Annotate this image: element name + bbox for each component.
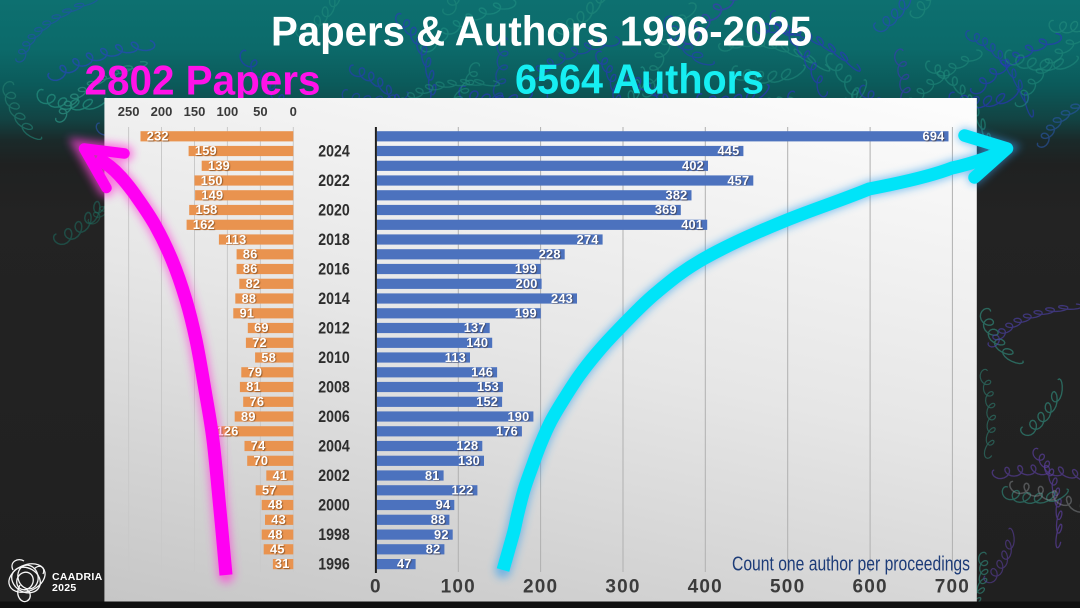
- svg-text:274: 274: [577, 232, 600, 247]
- svg-text:48: 48: [268, 527, 283, 542]
- svg-text:369: 369: [655, 202, 677, 217]
- svg-text:140: 140: [466, 335, 488, 350]
- svg-text:199: 199: [515, 306, 537, 321]
- svg-text:76: 76: [250, 394, 265, 409]
- svg-text:2006: 2006: [318, 408, 350, 426]
- svg-text:58: 58: [261, 350, 276, 365]
- svg-text:158: 158: [196, 202, 218, 217]
- svg-text:100: 100: [217, 104, 239, 119]
- svg-text:122: 122: [451, 483, 473, 498]
- svg-text:402: 402: [682, 158, 704, 173]
- svg-text:2012: 2012: [318, 320, 350, 338]
- svg-text:2022: 2022: [318, 172, 350, 190]
- svg-text:41: 41: [273, 468, 288, 483]
- svg-text:128: 128: [456, 438, 478, 453]
- svg-text:92: 92: [434, 527, 449, 542]
- svg-text:1998: 1998: [318, 526, 350, 544]
- svg-text:2014: 2014: [318, 290, 350, 308]
- svg-text:150: 150: [184, 104, 206, 119]
- svg-text:100: 100: [441, 577, 476, 598]
- svg-text:86: 86: [243, 247, 258, 262]
- svg-text:2016: 2016: [318, 261, 350, 279]
- svg-text:190: 190: [507, 409, 529, 424]
- svg-text:Papers & Authors 1996-2025: Papers & Authors 1996-2025: [271, 8, 812, 55]
- svg-text:94: 94: [436, 497, 451, 512]
- svg-text:79: 79: [248, 365, 263, 380]
- svg-text:694: 694: [923, 129, 946, 144]
- svg-text:2010: 2010: [318, 349, 350, 367]
- svg-text:200: 200: [523, 577, 558, 598]
- svg-text:1996: 1996: [318, 556, 350, 574]
- svg-text:45: 45: [270, 542, 285, 557]
- svg-text:6564 Authors: 6564 Authors: [515, 56, 764, 103]
- svg-text:457: 457: [727, 173, 749, 188]
- svg-text:146: 146: [471, 365, 493, 380]
- svg-text:152: 152: [476, 394, 498, 409]
- svg-text:74: 74: [251, 438, 266, 453]
- svg-text:2024: 2024: [318, 143, 350, 161]
- svg-text:243: 243: [551, 291, 573, 306]
- svg-text:88: 88: [431, 512, 446, 527]
- svg-text:401: 401: [681, 217, 703, 232]
- svg-text:2000: 2000: [318, 497, 350, 515]
- svg-text:400: 400: [688, 577, 723, 598]
- svg-text:600: 600: [852, 577, 887, 598]
- svg-text:162: 162: [193, 217, 215, 232]
- svg-text:150: 150: [201, 173, 223, 188]
- svg-text:0: 0: [290, 104, 297, 119]
- svg-text:300: 300: [605, 577, 640, 598]
- svg-text:82: 82: [246, 276, 261, 291]
- svg-text:176: 176: [496, 424, 518, 439]
- svg-text:382: 382: [666, 188, 688, 203]
- svg-text:0: 0: [370, 577, 382, 598]
- svg-text:57: 57: [262, 483, 277, 498]
- svg-text:153: 153: [477, 379, 499, 394]
- svg-text:2802 Papers: 2802 Papers: [85, 57, 321, 104]
- svg-text:113: 113: [225, 232, 246, 247]
- svg-text:89: 89: [241, 409, 256, 424]
- svg-text:2018: 2018: [318, 231, 350, 249]
- svg-text:50: 50: [253, 104, 267, 119]
- svg-text:72: 72: [252, 335, 267, 350]
- svg-text:2025: 2025: [52, 582, 77, 594]
- svg-text:139: 139: [208, 158, 230, 173]
- svg-text:228: 228: [539, 247, 561, 262]
- svg-text:199: 199: [515, 261, 537, 276]
- svg-text:700: 700: [935, 577, 970, 598]
- svg-text:2004: 2004: [318, 438, 350, 456]
- svg-text:47: 47: [397, 556, 412, 571]
- svg-text:2008: 2008: [318, 379, 350, 397]
- svg-text:113: 113: [445, 350, 466, 365]
- svg-text:81: 81: [246, 379, 261, 394]
- svg-text:445: 445: [717, 143, 739, 158]
- svg-text:232: 232: [147, 129, 169, 144]
- svg-text:CAADRIA: CAADRIA: [52, 571, 103, 583]
- svg-text:200: 200: [516, 276, 538, 291]
- svg-text:500: 500: [770, 577, 805, 598]
- svg-text:91: 91: [240, 306, 255, 321]
- svg-text:250: 250: [118, 104, 140, 119]
- svg-text:126: 126: [217, 424, 239, 439]
- svg-text:81: 81: [425, 468, 440, 483]
- svg-text:2020: 2020: [318, 202, 350, 220]
- svg-text:31: 31: [275, 556, 290, 571]
- svg-text:200: 200: [151, 104, 173, 119]
- svg-text:48: 48: [268, 497, 283, 512]
- svg-text:149: 149: [201, 188, 223, 203]
- svg-text:88: 88: [242, 291, 257, 306]
- svg-text:130: 130: [458, 453, 480, 468]
- svg-text:2002: 2002: [318, 467, 350, 485]
- svg-text:69: 69: [254, 320, 269, 335]
- svg-text:82: 82: [426, 542, 441, 557]
- svg-text:137: 137: [464, 320, 486, 335]
- svg-text:Count one author per proceedin: Count one author per proceedings: [732, 554, 970, 576]
- svg-text:70: 70: [254, 453, 269, 468]
- svg-text:86: 86: [243, 261, 258, 276]
- svg-text:159: 159: [195, 143, 217, 158]
- svg-text:43: 43: [271, 512, 286, 527]
